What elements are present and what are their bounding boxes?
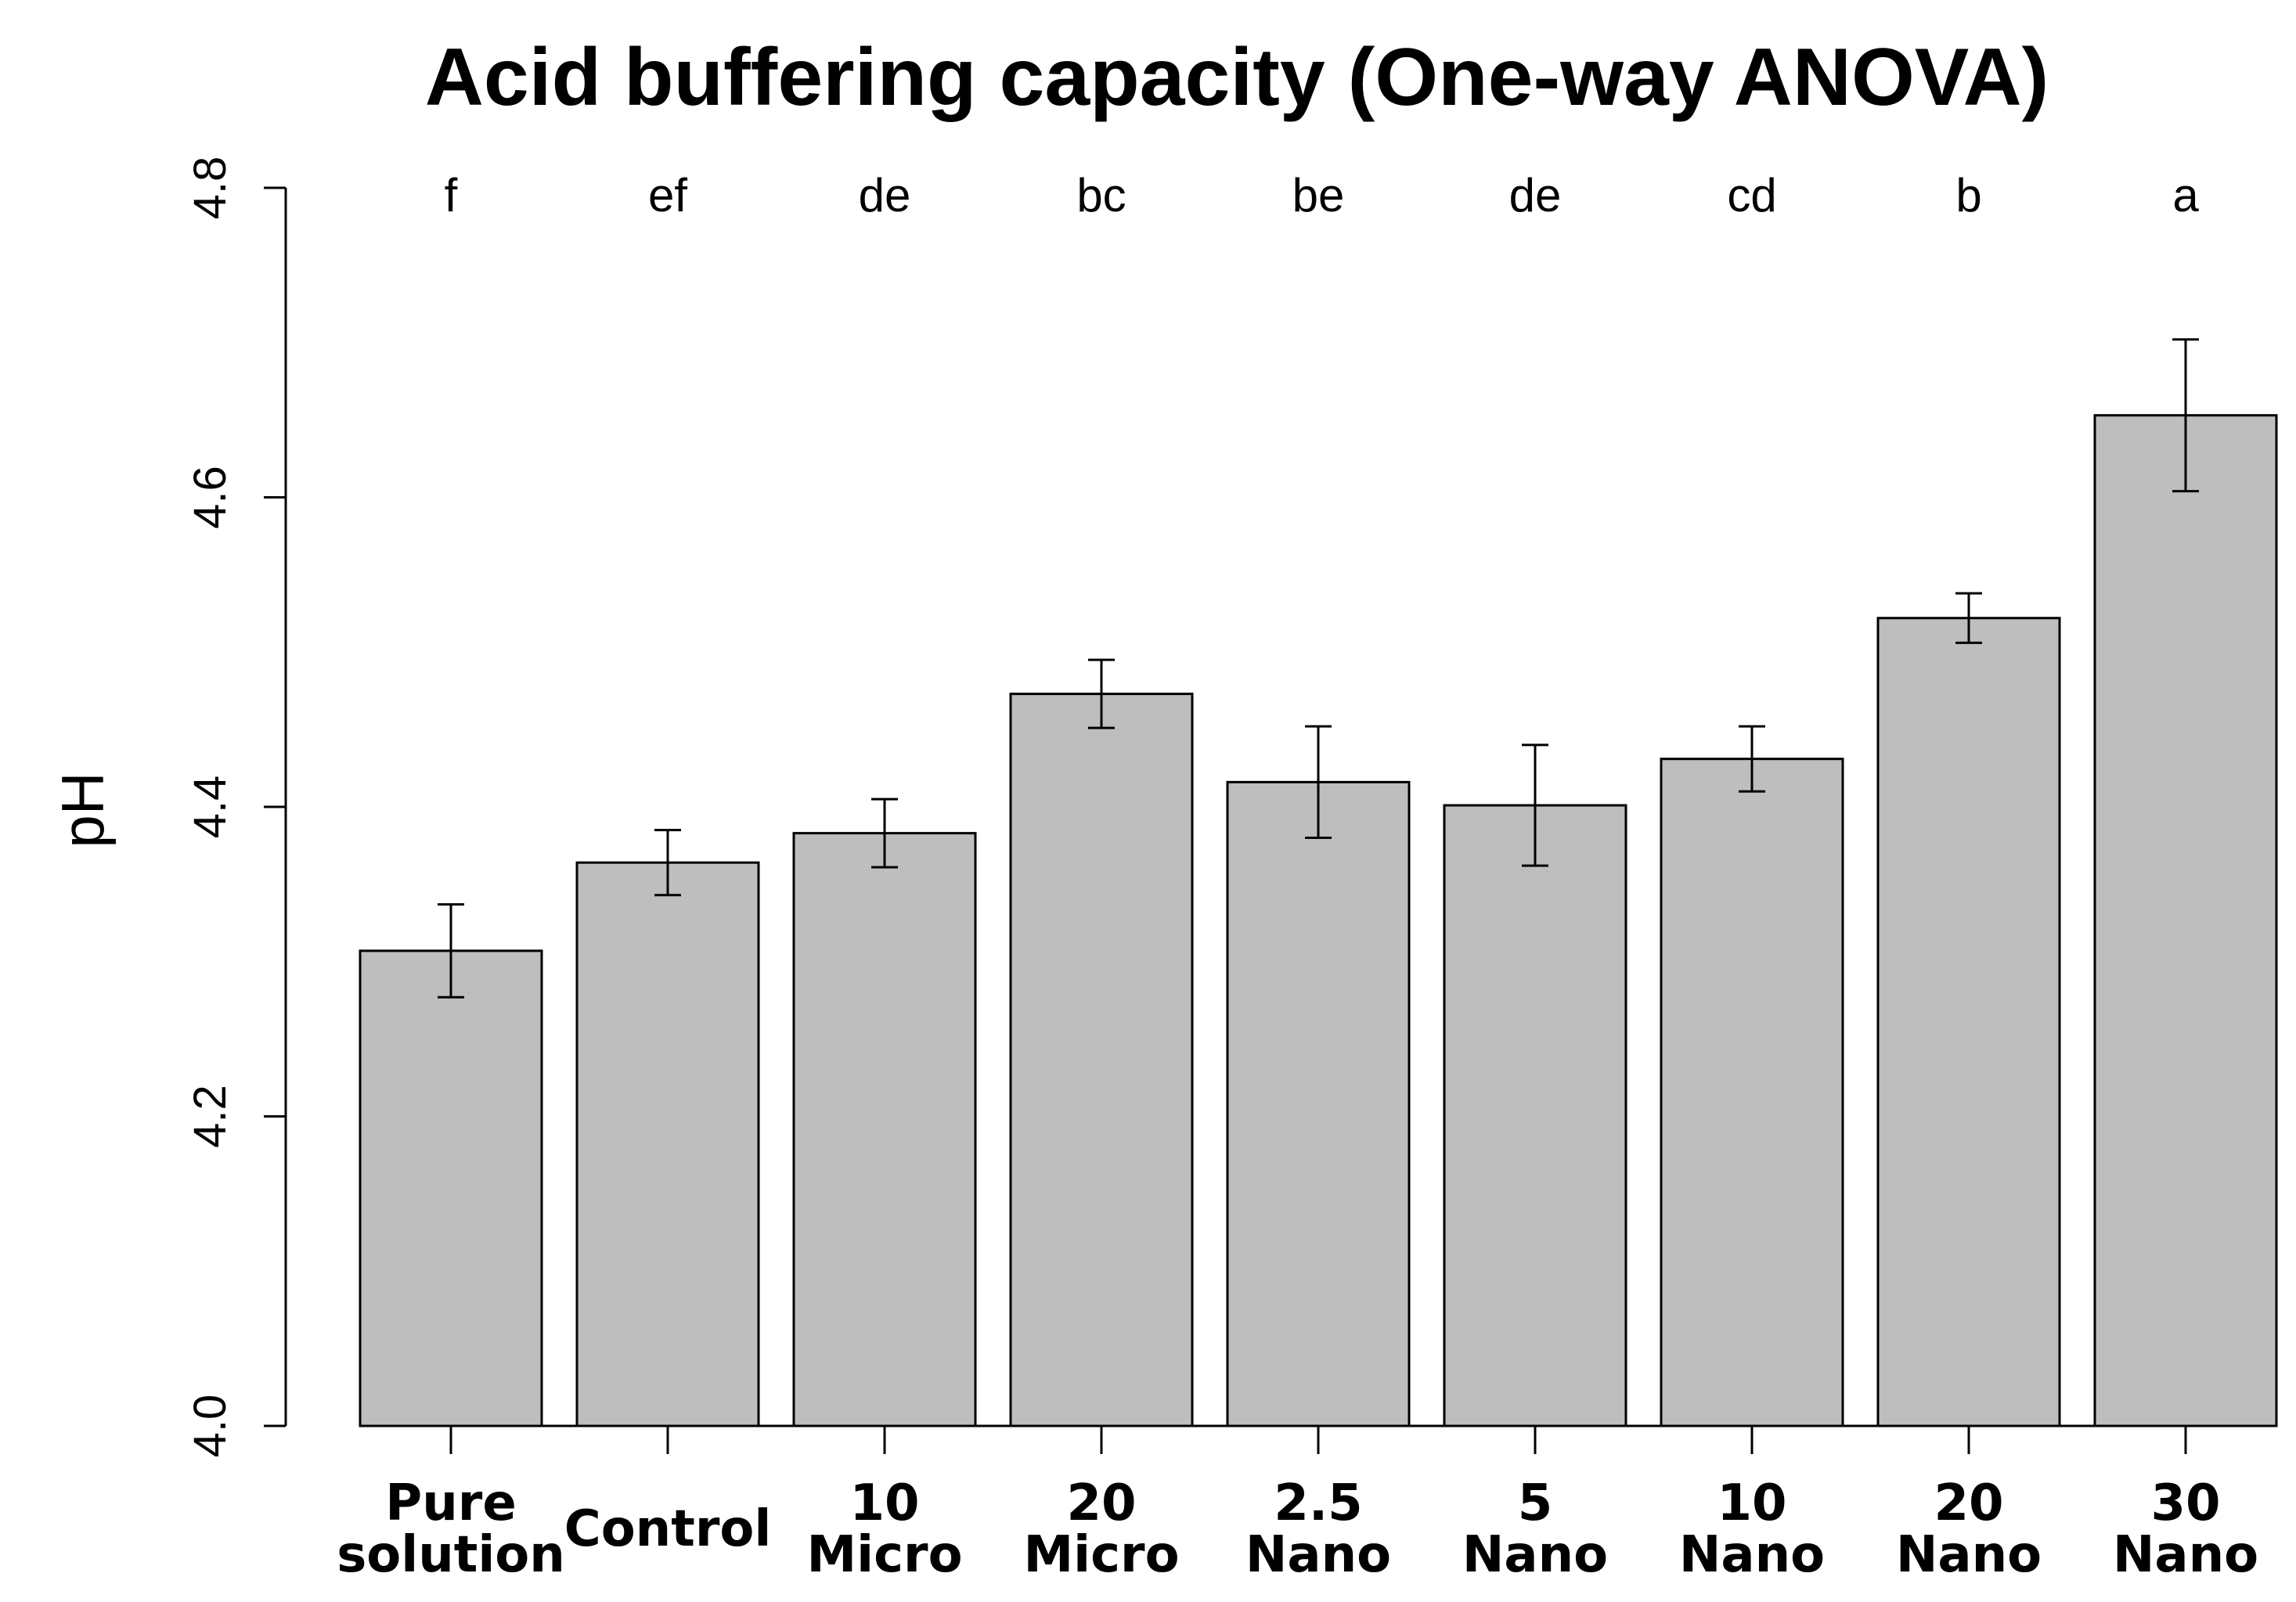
y-tick-label: 4.2 bbox=[185, 1085, 236, 1148]
bar bbox=[2093, 414, 2278, 1427]
chart-title: Acid buffering capacity (One-way ANOVA) bbox=[425, 32, 2049, 123]
error-bar bbox=[871, 797, 898, 869]
y-axis-label: pH bbox=[50, 772, 117, 848]
error-bar bbox=[654, 829, 681, 897]
error-bar bbox=[1305, 725, 1332, 840]
x-tick-label: 2.5 Nano bbox=[1245, 1474, 1391, 1584]
error-bar bbox=[2172, 338, 2199, 493]
significance-letter: cd bbox=[1727, 169, 1776, 221]
bar bbox=[792, 832, 977, 1427]
error-bar bbox=[1739, 725, 1765, 793]
x-tick-label: 20 Nano bbox=[1896, 1474, 2042, 1584]
significance-letter: ef bbox=[648, 169, 687, 221]
bar bbox=[1443, 804, 1627, 1427]
x-tick-label: 10 Nano bbox=[1679, 1474, 1825, 1584]
error-bars-group bbox=[438, 338, 2199, 999]
x-tick-label: Control bbox=[564, 1500, 772, 1558]
significance-letter: f bbox=[445, 169, 458, 221]
bar bbox=[1876, 617, 2061, 1427]
error-bar bbox=[438, 903, 464, 999]
significance-letter: a bbox=[2172, 169, 2199, 221]
bars-group bbox=[359, 414, 2278, 1427]
bar bbox=[359, 949, 543, 1427]
significance-letter: be bbox=[1292, 169, 1345, 221]
y-tick-label: 4.8 bbox=[185, 157, 236, 220]
bar bbox=[1660, 758, 1844, 1427]
bar bbox=[1226, 780, 1411, 1427]
significance-letters-group: f ef de bc be de cd b a bbox=[445, 169, 2200, 221]
x-tick-label: 20 Micro bbox=[1023, 1474, 1179, 1584]
x-tick-label: 10 Micro bbox=[806, 1474, 962, 1584]
x-tick-label: 5 Nano bbox=[1462, 1474, 1608, 1584]
y-tick-label: 4.4 bbox=[185, 776, 236, 839]
error-bar bbox=[1522, 743, 1548, 867]
error-bar bbox=[1088, 658, 1115, 729]
x-tick-label: Pure solution bbox=[337, 1474, 565, 1584]
significance-letter: bc bbox=[1076, 169, 1126, 221]
y-tick-label: 4.6 bbox=[185, 466, 236, 529]
significance-letter: b bbox=[1955, 169, 1981, 221]
x-tick-label: 30 Nano bbox=[2113, 1474, 2258, 1584]
y-tick-label: 4.0 bbox=[185, 1395, 236, 1458]
bar bbox=[1009, 693, 1194, 1427]
y-axis-ticks: 4.0 4.2 4.4 4.6 4.8 bbox=[185, 157, 286, 1458]
significance-letter: de bbox=[859, 169, 911, 221]
bar bbox=[575, 861, 760, 1427]
significance-letter: de bbox=[1509, 169, 1562, 221]
error-bar bbox=[1955, 592, 1982, 644]
